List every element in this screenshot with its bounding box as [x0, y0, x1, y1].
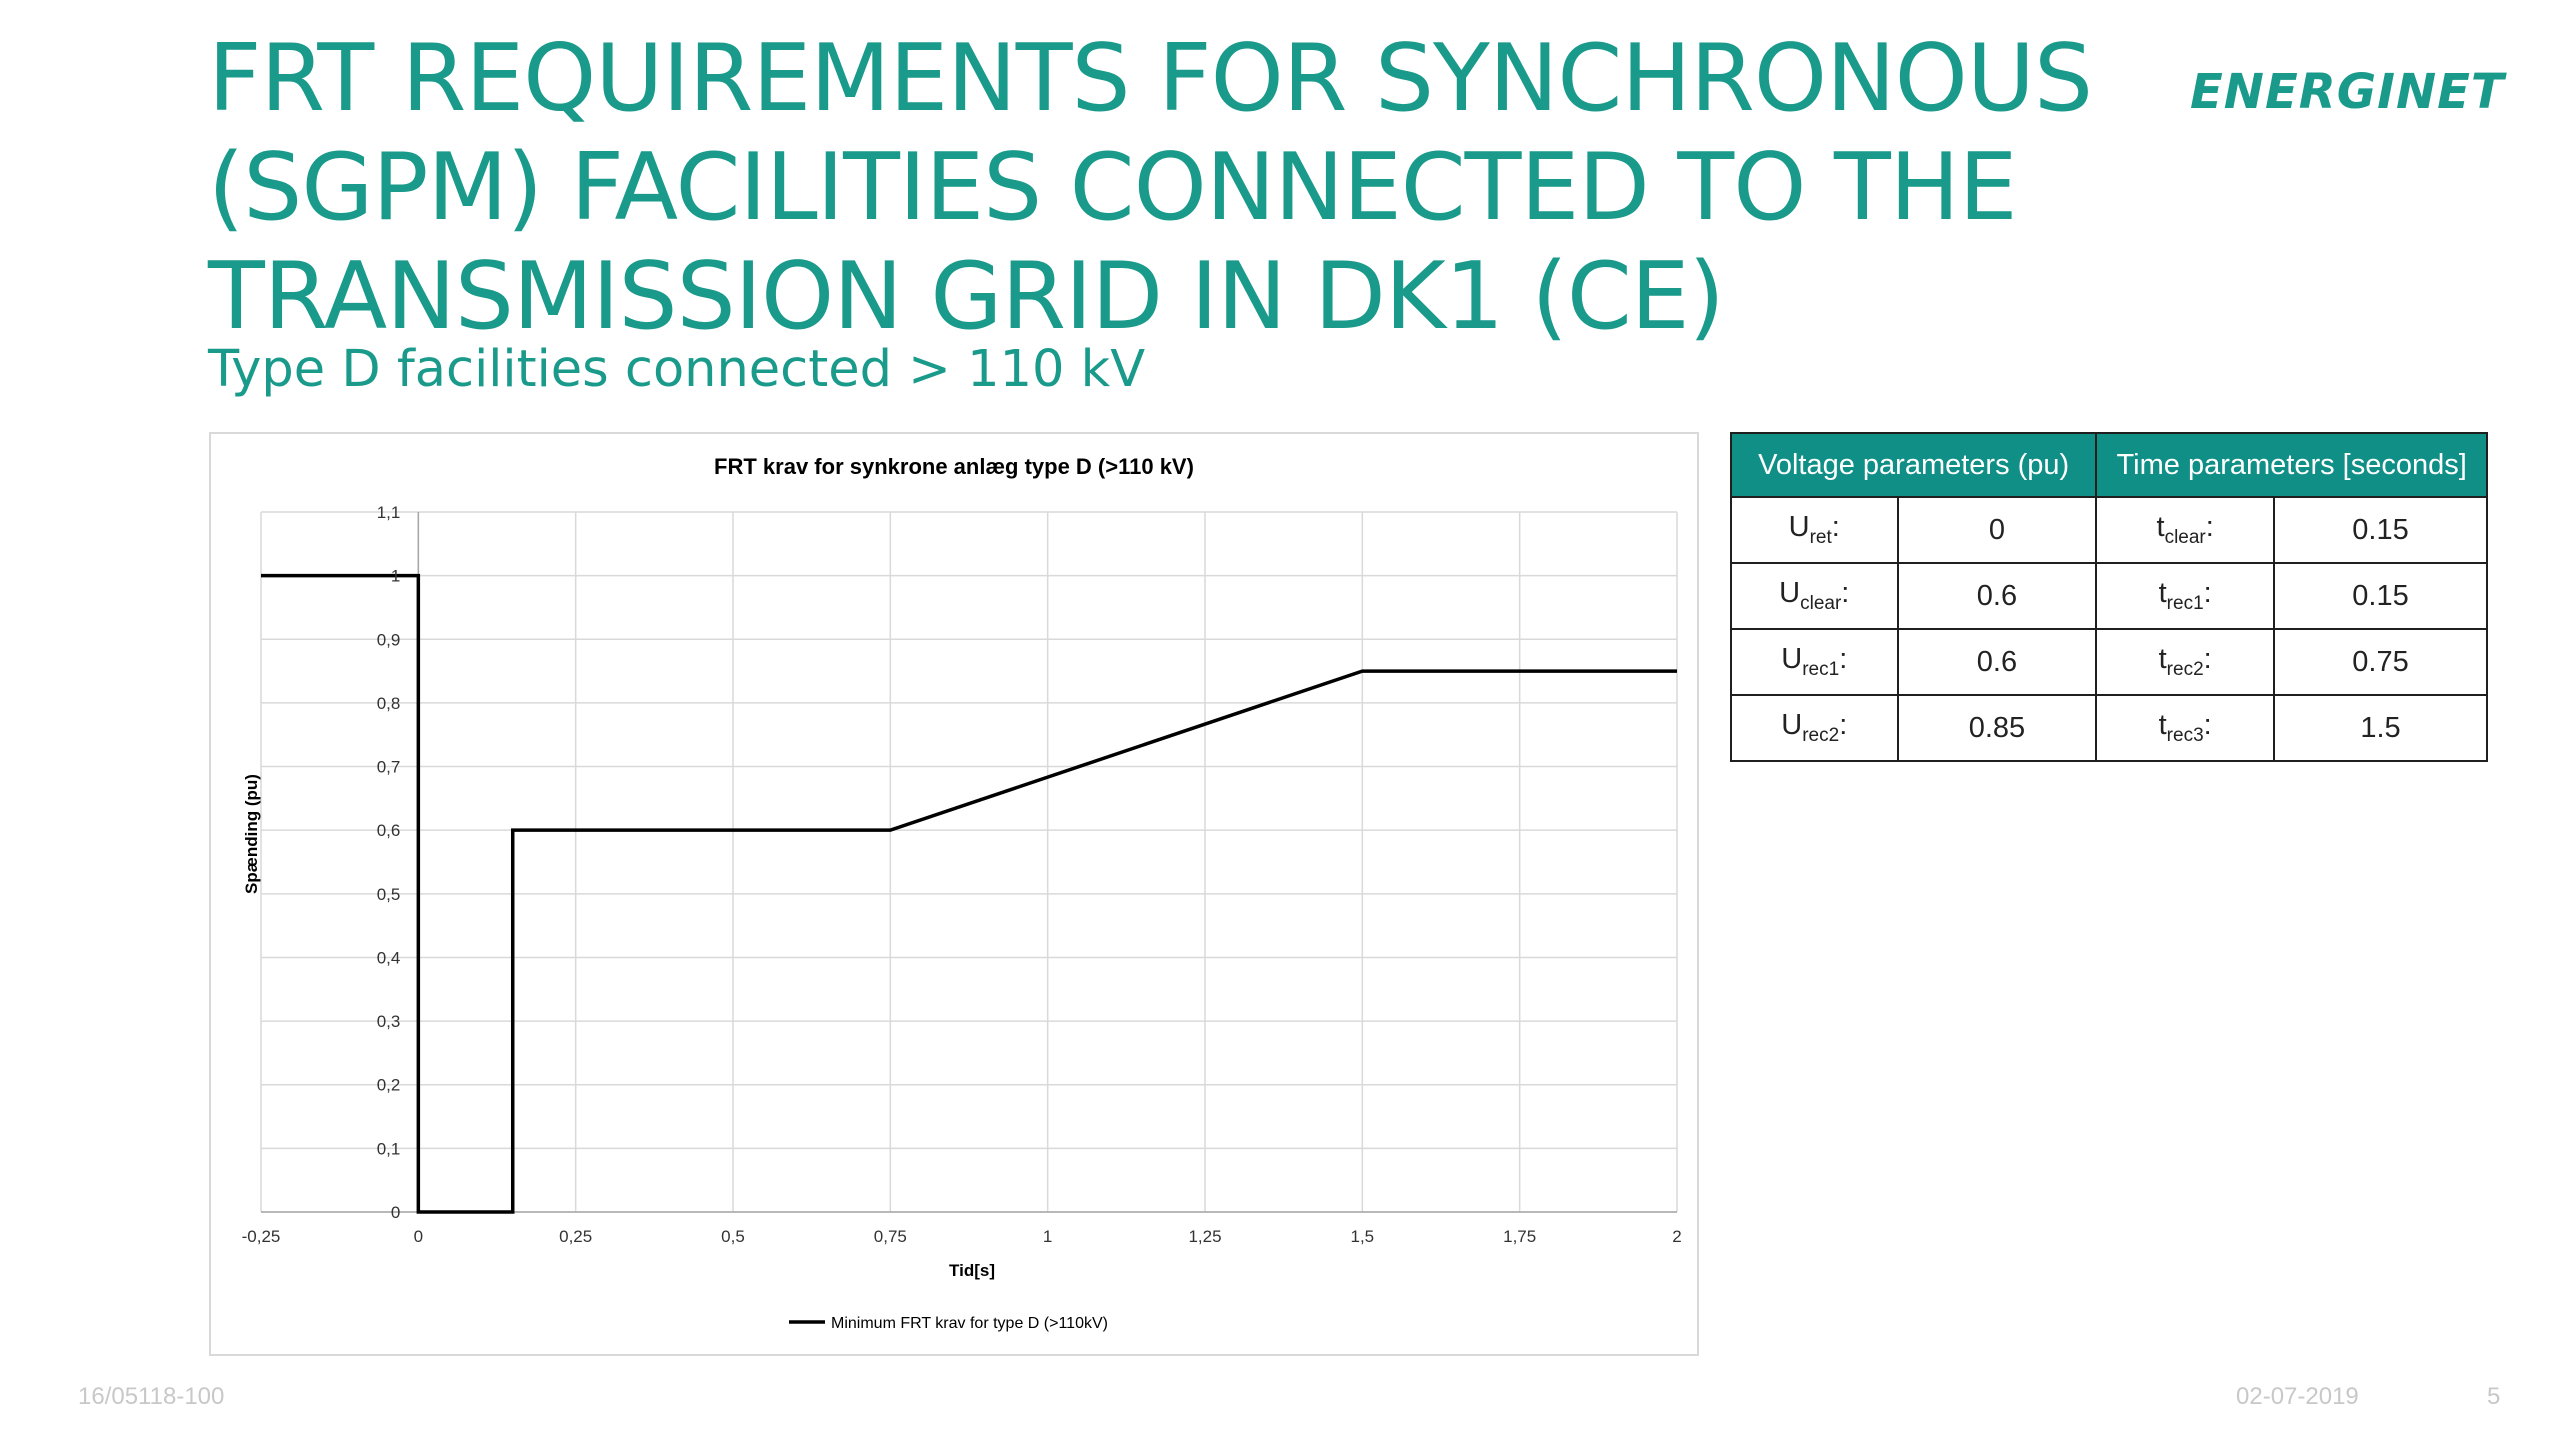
x-tick-label: 0,75 [874, 1227, 907, 1246]
param-symbol: t [2158, 577, 2167, 610]
y-tick-label: 0 [391, 1203, 400, 1222]
voltage-param-value: 0.6 [1896, 628, 2098, 696]
param-subscript: rec3 [2166, 724, 2204, 746]
param-symbol: t [2158, 709, 2167, 742]
y-tick-label: 0,5 [377, 885, 401, 904]
param-value: 0.6 [1976, 645, 2018, 678]
time-param-value: 0.75 [2273, 628, 2488, 696]
param-subscript: clear [1800, 592, 1842, 614]
y-tick-label: 0,9 [377, 630, 401, 649]
frt-chart: 0 0,1 0,2 0,3 0,4 0,5 0,6 0,7 0,8 0,9 1 1,1 -0,25 0 0,… [209, 432, 1699, 1356]
footer-date: 02-07-2019 [2236, 1383, 2359, 1410]
legend-label: Minimum FRT krav for type D (>110kV) [831, 1315, 1108, 1332]
voltage-param-value: 0.85 [1896, 694, 2098, 762]
table-header-row: Voltage parameters (pu) Time parameters … [1729, 432, 2488, 498]
param-colon: : [2203, 643, 2212, 676]
table-row: Uclear: 0.6 trec1: 0.15 [1730, 562, 2488, 630]
frt-series-line [261, 573, 1677, 1214]
chart-svg: 0 0,1 0,2 0,3 0,4 0,5 0,6 0,7 0,8 0,9 1 1,1 -0,25 0 0,… [242, 454, 1682, 1332]
time-param-name: tclear: [2095, 496, 2275, 564]
voltage-param-name: Uclear: [1730, 562, 1899, 630]
y-tick-label: 1,1 [377, 503, 401, 522]
param-value: 0.85 [1968, 711, 2026, 744]
param-colon: : [1841, 577, 1850, 610]
param-symbol: U [1779, 577, 1801, 610]
x-tick-label: -0,25 [242, 1227, 281, 1246]
time-param-value: 1.5 [2273, 694, 2488, 762]
parameters-table: Voltage parameters (pu) Time parameters … [1729, 432, 2488, 762]
param-subscript: rec2 [1802, 724, 1840, 746]
x-tick-label: 1 [1043, 1227, 1052, 1246]
title-line-2: (SGPM) FACILITIES CONNECTED TO THE [208, 133, 2017, 241]
x-tick-label: 0,5 [721, 1227, 745, 1246]
y-tick-label: 0,8 [377, 694, 401, 713]
y-axis-label: Spænding (pu) [242, 774, 261, 894]
param-value: 0.6 [1976, 579, 2018, 612]
tick-layer: 0 0,1 0,2 0,3 0,4 0,5 0,6 0,7 0,8 0,9 1 1,1 -0,25 0 0,… [242, 503, 1682, 1246]
voltage-header: Voltage parameters (pu) [1729, 432, 2098, 498]
x-tick-label: 1,5 [1351, 1227, 1375, 1246]
param-colon: : [2205, 511, 2214, 544]
param-symbol: U [1781, 643, 1803, 676]
param-symbol: t [2158, 643, 2167, 676]
footer-doc-number: 16/05118-100 [78, 1383, 225, 1410]
voltage-param-value: 0 [1896, 496, 2098, 564]
table-body: Uret: 0 tclear: 0.15 Uclear: 0.6 trec1: 0.15 Ure… [1730, 496, 2488, 762]
param-colon: : [1839, 709, 1848, 742]
page-title: FRT REQUIREMENTS FOR SYNCHRONOUS (SGPM) … [208, 24, 2108, 351]
table-row: Urec1: 0.6 trec2: 0.75 [1730, 628, 2488, 696]
y-tick-label: 1 [391, 567, 400, 586]
table-row: Uret: 0 tclear: 0.15 [1730, 496, 2488, 564]
series-layer [261, 573, 1677, 1214]
y-tick-label: 0,3 [377, 1012, 401, 1031]
x-tick-label: 1,75 [1503, 1227, 1536, 1246]
param-subscript: rec1 [2166, 592, 2204, 614]
y-tick-label: 0,1 [377, 1139, 401, 1158]
param-colon: : [1831, 511, 1840, 544]
param-value: 1.5 [2360, 711, 2401, 744]
param-symbol: U [1781, 709, 1803, 742]
time-param-name: trec2: [2095, 628, 2275, 696]
title-line-3: TRANSMISSION GRID IN DK1 (CE) [208, 242, 1725, 350]
param-value: 0.15 [2352, 513, 2409, 546]
time-param-name: trec1: [2095, 562, 2275, 630]
footer-page-number: 5 [2487, 1383, 2501, 1410]
param-colon: : [1839, 643, 1848, 676]
chart-title: FRT krav for synkrone anlæg type D (>110… [714, 454, 1194, 479]
param-subscript: ret [1809, 526, 1832, 548]
time-param-value: 0.15 [2273, 562, 2488, 630]
y-tick-label: 0,4 [377, 948, 401, 967]
param-symbol: U [1788, 511, 1810, 544]
time-param-value: 0.15 [2273, 496, 2488, 564]
title-line-1: FRT REQUIREMENTS FOR SYNCHRONOUS [208, 24, 2093, 132]
voltage-param-value: 0.6 [1896, 562, 2098, 630]
param-symbol: t [2156, 511, 2165, 544]
table-row: Urec2: 0.85 trec3: 1.5 [1730, 694, 2488, 762]
grid-layer [260, 511, 1678, 1213]
time-param-name: trec3: [2095, 694, 2275, 762]
y-tick-label: 0,6 [377, 821, 401, 840]
energinet-logo: ENERGINET [2190, 64, 2505, 120]
x-tick-label: 1,25 [1188, 1227, 1221, 1246]
time-header: Time parameters [seconds] [2095, 432, 2488, 498]
x-tick-label: 2 [1672, 1227, 1681, 1246]
param-colon: : [2203, 709, 2212, 742]
y-tick-label: 0,2 [377, 1076, 401, 1095]
param-value: 0.15 [2352, 579, 2409, 612]
x-tick-label: 0,25 [559, 1227, 592, 1246]
param-subscript: rec1 [1802, 658, 1840, 680]
param-colon: : [2203, 577, 2212, 610]
param-value: 0.75 [2352, 645, 2409, 678]
y-tick-label: 0,7 [377, 758, 401, 777]
voltage-param-name: Urec2: [1730, 694, 1899, 762]
x-axis-label: Tid[s] [949, 1261, 995, 1280]
voltage-param-name: Urec1: [1730, 628, 1899, 696]
x-tick-label: 0 [414, 1227, 423, 1246]
param-subscript: clear [2164, 526, 2206, 548]
param-value: 0 [1988, 513, 2005, 546]
voltage-param-name: Uret: [1730, 496, 1899, 564]
param-subscript: rec2 [2166, 658, 2204, 680]
page-subtitle: Type D facilities connected > 110 kV [208, 340, 1146, 399]
